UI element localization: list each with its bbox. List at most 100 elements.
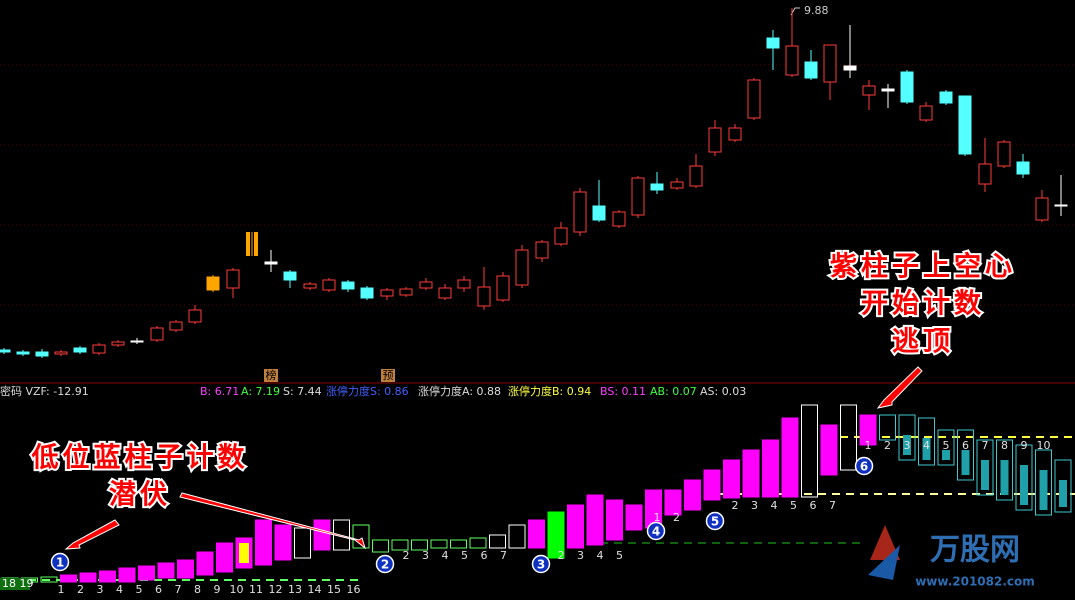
candle: [322, 279, 336, 291]
candle: [477, 286, 491, 307]
indicator-bar: [99, 570, 116, 583]
indicator-bar: [60, 574, 77, 583]
indicator-bar: [781, 417, 799, 498]
indicator-bar: [411, 539, 428, 551]
watermark: 万股网 www.201082.com: [868, 525, 1035, 589]
count-label: 7: [829, 499, 836, 512]
count-label: 2: [403, 549, 410, 562]
indicator-header: 密码 VZF: -12.91 B: 6.71 A: 7.19 S: 7.44 涨停力度S…: [0, 384, 746, 398]
candle: [1035, 197, 1049, 221]
indicator-bar: [801, 404, 818, 498]
indicator-bars: [1, 404, 1072, 583]
indicator-bar: [450, 539, 467, 549]
candle: [804, 61, 818, 79]
candle: [283, 271, 297, 281]
marker-number: 1: [56, 556, 64, 570]
indicator-bar: [820, 424, 838, 476]
indicator-bar: [859, 414, 877, 446]
annotation: 开始计数: [861, 288, 985, 320]
candle: [206, 276, 220, 291]
indicator-bar: [684, 479, 701, 511]
candle: [264, 261, 278, 265]
arrows: [64, 366, 923, 550]
count-label: 5: [943, 439, 950, 452]
count-label: 3: [751, 499, 758, 512]
count-label: 6: [155, 583, 162, 596]
indicator-bar: [976, 439, 994, 496]
indicator-bar-fill: [961, 450, 970, 475]
indicator-bar: [625, 504, 643, 531]
candle: [16, 351, 30, 355]
indicator-bar-fill: [942, 450, 950, 460]
candle: [708, 127, 722, 153]
candle: [881, 88, 895, 92]
marker-number: 6: [860, 460, 868, 474]
indicator-value: BS: 0.11: [600, 385, 646, 398]
indicator-value: B: 6.71: [200, 385, 239, 398]
indicator-bar: [1015, 444, 1033, 511]
count-label: 12: [269, 583, 283, 596]
count-label: 10: [1037, 439, 1051, 452]
candle: [188, 309, 202, 323]
indicator-value: 密码 VZF: -12.91: [0, 384, 89, 398]
indicator-bar: [489, 534, 506, 549]
indicator-value: 涨停力度A: 0.88: [418, 384, 501, 398]
candle: [341, 281, 355, 290]
candle: [823, 44, 837, 83]
candle: [689, 165, 703, 187]
candle: [785, 45, 799, 76]
indicator-bar-fill: [1000, 460, 1009, 495]
marker-number: 3: [537, 558, 545, 572]
candle: [0, 349, 11, 353]
candle: [1016, 161, 1030, 175]
count-label: 4: [923, 439, 930, 452]
indicator-bar: [937, 429, 955, 466]
tag: 榜: [266, 368, 277, 382]
marker-circle: [705, 511, 725, 531]
candle: [650, 183, 664, 191]
indicator-bar-fill: [1039, 470, 1048, 510]
count-label: 5: [136, 583, 143, 596]
candle: [900, 71, 914, 103]
indicator-bar: [352, 524, 370, 549]
candle: [573, 191, 587, 233]
indicator-value: S: 7.44: [283, 385, 322, 398]
candle: [226, 269, 240, 289]
candle: [997, 141, 1011, 167]
indicator-bar: [547, 511, 565, 559]
watermark-logo: 万股网: [930, 533, 1020, 568]
count-label: 5: [790, 499, 797, 512]
count-label: 4: [771, 499, 778, 512]
candle: [939, 91, 953, 104]
indicator-bar: [255, 519, 272, 566]
count-label: 7: [500, 549, 507, 562]
count-label: 9: [214, 583, 221, 596]
count-label: 15: [327, 583, 341, 596]
count-label: 7: [982, 439, 989, 452]
indicator-bar: [391, 539, 409, 551]
marker-circle: [50, 552, 70, 572]
candle: [254, 232, 258, 256]
count-label: 2: [77, 583, 84, 596]
candle: [246, 232, 250, 256]
indicator-bar: [196, 551, 214, 576]
indicator-bar: [1054, 459, 1072, 513]
annotation: 低位蓝柱子计数: [31, 442, 249, 474]
count-label: 6: [481, 549, 488, 562]
marker-circle: [854, 456, 874, 476]
count-label: 3: [904, 439, 911, 452]
indicator-bar: [742, 449, 760, 498]
annotation: 紫柱子上空心: [830, 251, 1016, 283]
tag-box: [264, 369, 278, 382]
count-label: 1: [865, 439, 872, 452]
candle: [978, 163, 992, 185]
indicator-bar: [567, 504, 584, 549]
candle: [150, 327, 164, 341]
corner-box: [0, 578, 30, 590]
watermark-url: www.201082.com: [915, 575, 1035, 589]
count-label: 16: [347, 583, 361, 596]
candle: [169, 321, 183, 331]
candle: [535, 241, 549, 259]
